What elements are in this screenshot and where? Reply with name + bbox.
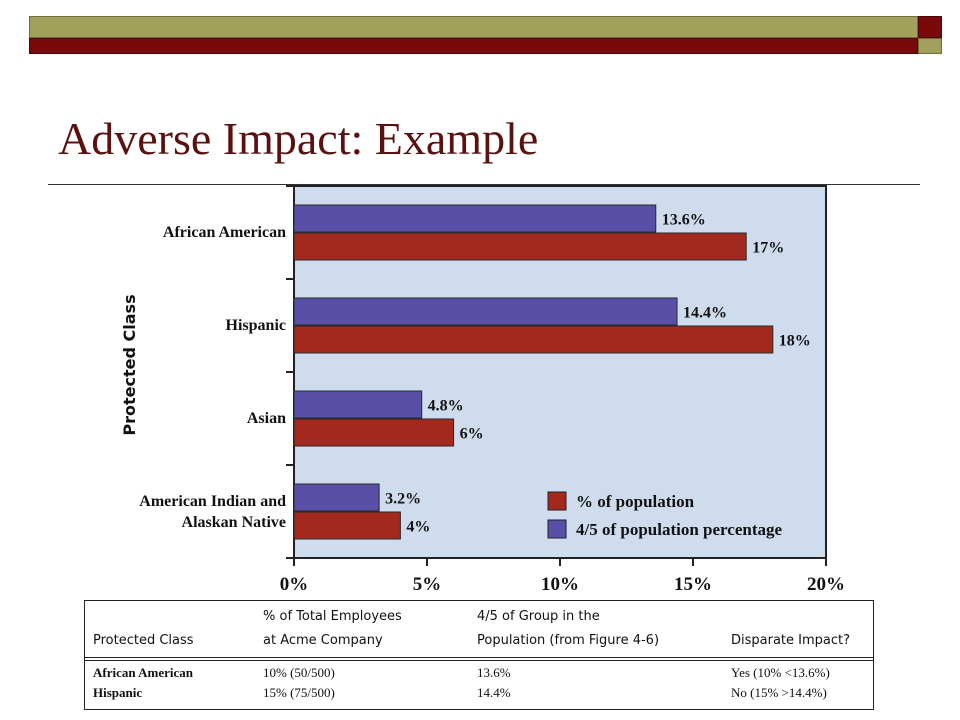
bar-value-label: 4.8% <box>428 398 464 415</box>
table-header-disparate-impact: Disparate Impact? <box>731 633 851 648</box>
bar-value-label: 13.6% <box>662 212 706 229</box>
x-tick-label: 10% <box>541 574 579 595</box>
bar-fourfifths <box>293 204 657 233</box>
bar-population <box>293 418 455 447</box>
table-header-rule <box>85 657 873 658</box>
table-header-fourfifths-line1: 4/5 of Group in the <box>477 609 600 624</box>
legend-swatch <box>547 491 567 511</box>
header-band-red <box>29 38 918 54</box>
bar-value-label: 17% <box>752 240 784 257</box>
table-row-1-fourfifths: 13.6% <box>477 665 511 680</box>
table-header-pct-employees-line2: at Acme Company <box>263 633 383 648</box>
table-row-1-pct: 10% (50/500) <box>263 665 335 680</box>
legend-swatch <box>547 519 567 539</box>
y-axis-title: Protected Class <box>120 294 139 435</box>
table-row-2-impact: No (15% >14.4%) <box>731 685 827 700</box>
table-row-1-class: African American <box>93 665 194 680</box>
bar-value-label: 18% <box>779 333 811 350</box>
x-tick-label: 5% <box>413 574 442 595</box>
table-row-2-pct: 15% (75/500) <box>263 685 335 700</box>
header-band-olive <box>29 16 918 38</box>
bar-fourfifths <box>293 483 380 512</box>
x-tick-label: 20% <box>807 574 845 595</box>
bar-value-label: 6% <box>460 426 484 443</box>
table-row-2-fourfifths: 14.4% <box>477 685 511 700</box>
table-row-1-impact: Yes (10% <13.6%) <box>731 665 830 680</box>
bar-value-label: 4% <box>406 519 430 536</box>
category-label: Hispanic <box>226 317 286 334</box>
legend-label: 4/5 of population percentage <box>576 520 783 539</box>
table-header-pct-employees-line1: % of Total Employees <box>263 609 402 624</box>
bar-value-label: 14.4% <box>683 305 727 322</box>
adverse-impact-table: Protected Class % of Total Employees at … <box>84 600 874 710</box>
table-header-rule-double <box>85 660 873 661</box>
title-divider <box>48 184 920 185</box>
category-label: American Indian and <box>139 493 286 510</box>
table-header-protected-class: Protected Class <box>93 633 194 648</box>
bar-population <box>293 232 747 261</box>
legend-label: % of population <box>576 492 695 511</box>
bar-population <box>293 511 401 540</box>
bar-fourfifths <box>293 390 423 419</box>
category-label: African American <box>163 224 286 241</box>
bar-value-label: 3.2% <box>385 491 421 508</box>
bar-fourfifths <box>293 297 678 326</box>
category-label: Alaskan Native <box>182 514 286 531</box>
category-label: Asian <box>247 410 286 427</box>
table-header-fourfifths-line2: Population (from Figure 4-6) <box>477 633 660 648</box>
bar-chart: 0% 5% 10% 15% 20% 13.6% 17% African American 14.… <box>120 185 845 595</box>
x-tick-label: 15% <box>674 574 712 595</box>
header-corner-olive <box>918 38 942 54</box>
slide-title: Adverse Impact: Example <box>58 113 539 164</box>
bar-population <box>293 325 774 354</box>
table-row-2-class: Hispanic <box>93 685 143 700</box>
x-tick-label: 0% <box>280 574 309 595</box>
header-corner-red <box>918 16 942 38</box>
